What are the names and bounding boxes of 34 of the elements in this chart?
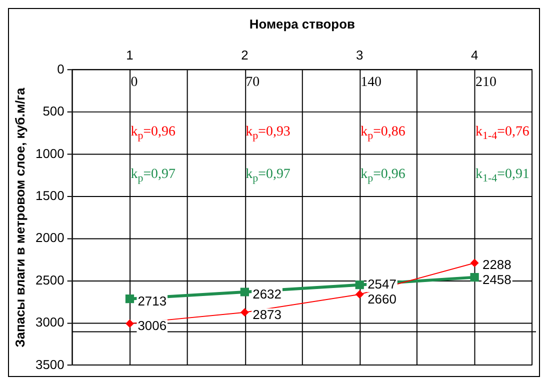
data-label: 2632 — [252, 286, 282, 302]
point — [355, 280, 364, 290]
point — [356, 290, 364, 298]
annotation: 140 — [360, 75, 382, 90]
x-axis-title: Номера створов — [249, 16, 355, 32]
point — [470, 273, 479, 282]
point — [126, 320, 134, 328]
annotation: 0 — [130, 75, 138, 90]
point — [125, 294, 134, 304]
y-tick-label: 3500 — [36, 356, 64, 372]
x-tick-label: 4 — [470, 48, 478, 63]
point — [240, 308, 249, 316]
y-tick-label: 3000 — [36, 314, 64, 330]
y-tick-label: 2500 — [36, 272, 64, 288]
annotation: 70 — [246, 75, 260, 90]
y-tick-label: 2000 — [36, 230, 64, 246]
y-axis-title: Запасы влаги в метровом слое, куб.м/га — [12, 86, 28, 348]
data-label: 2660 — [368, 292, 396, 307]
data-label: 2713 — [138, 293, 167, 308]
x-tick-label: 3 — [356, 48, 364, 63]
data-label: 2873 — [252, 306, 282, 322]
annotation: 210 — [476, 75, 496, 90]
y-tick-label: 1000 — [36, 146, 64, 161]
y-tick-label: 0 — [57, 61, 64, 76]
point — [240, 288, 249, 296]
data-label: 2288 — [482, 257, 512, 272]
data-label: 2458 — [482, 272, 512, 288]
x-tick-label: 2 — [241, 48, 248, 63]
point — [470, 258, 479, 267]
y-tick-label: 500 — [42, 104, 64, 119]
data-label: 2547 — [368, 276, 396, 292]
data-label: 3006 — [138, 318, 167, 334]
x-tick-label: 1 — [126, 48, 134, 63]
y-tick-label: 1500 — [36, 188, 64, 204]
